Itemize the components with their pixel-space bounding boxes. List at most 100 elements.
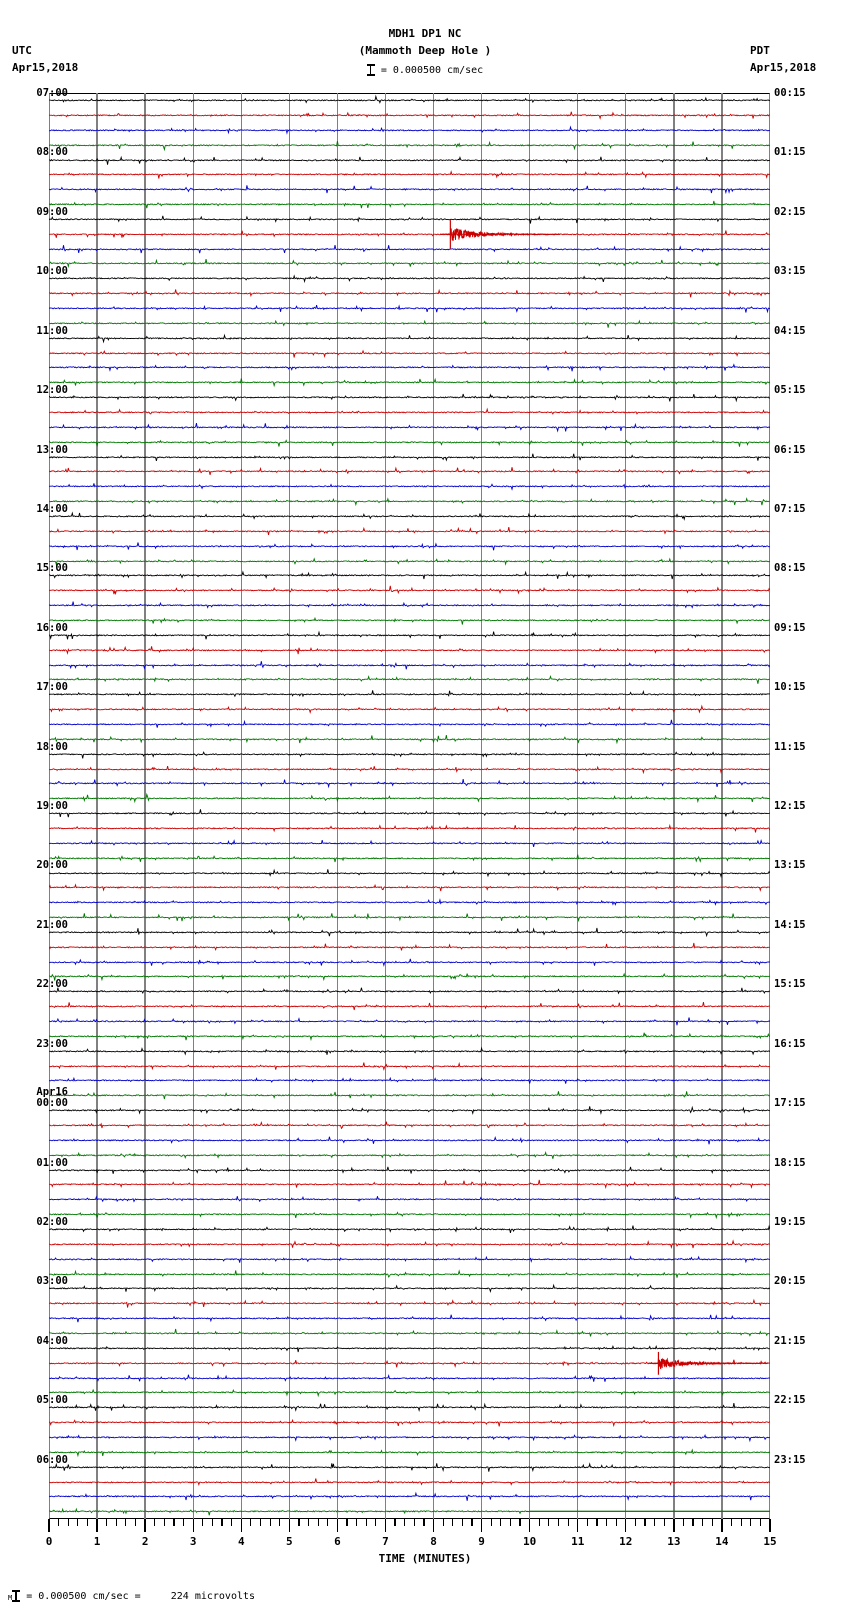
seismic-trace xyxy=(49,497,770,507)
trace-row xyxy=(49,776,770,791)
right-time-label: 23:15 xyxy=(774,1453,806,1466)
trace-row xyxy=(49,167,770,182)
seismic-trace xyxy=(49,793,770,804)
x-tick-minor xyxy=(259,1519,262,1526)
seismic-trace xyxy=(49,942,770,951)
x-tick-minor xyxy=(173,1519,175,1526)
trace-row xyxy=(49,1281,770,1296)
trace-row xyxy=(49,1133,770,1148)
trace-row xyxy=(49,1192,770,1207)
x-tick-major-15 xyxy=(769,1519,771,1532)
right-time-label: 00:15 xyxy=(774,87,806,99)
trace-row xyxy=(49,806,770,821)
seismic-trace xyxy=(49,1211,770,1220)
x-tick-minor xyxy=(307,1519,310,1526)
seismic-trace xyxy=(49,660,770,670)
seismic-trace xyxy=(49,453,770,462)
seismic-trace xyxy=(49,1239,770,1249)
seismic-trace xyxy=(49,1255,770,1263)
x-tick-minor xyxy=(77,1519,79,1526)
trace-row xyxy=(49,152,770,167)
trace-row xyxy=(49,687,770,702)
trace-row xyxy=(49,450,770,465)
left-time-label: 15:00 xyxy=(36,562,68,575)
footer-scale-bar-icon xyxy=(12,1589,21,1601)
left-time-label: 13:00 xyxy=(36,443,68,456)
right-time-label: 08:15 xyxy=(774,562,806,575)
trace-row xyxy=(49,1400,770,1415)
trace-row xyxy=(49,286,770,301)
seismic-trace xyxy=(49,1120,770,1130)
x-tick-minor xyxy=(413,1519,415,1526)
seismic-trace xyxy=(49,1002,770,1011)
trace-row xyxy=(49,1207,770,1222)
seismic-trace xyxy=(49,645,770,655)
left-time-label: 06:00 xyxy=(36,1453,68,1466)
seismic-trace xyxy=(49,927,770,938)
seismic-trace xyxy=(49,466,770,476)
trace-row xyxy=(49,1460,770,1475)
x-tick-minor xyxy=(125,1519,127,1526)
right-time-label: 21:15 xyxy=(774,1334,806,1347)
seismic-trace xyxy=(49,1195,770,1203)
gridline-minute-7 xyxy=(384,93,387,1519)
trace-row xyxy=(49,940,770,955)
x-tick-minor xyxy=(740,1519,742,1526)
gridline-minute-13 xyxy=(673,93,675,1519)
seismic-trace xyxy=(49,1477,770,1486)
earthquake-event xyxy=(440,227,561,241)
seismic-trace xyxy=(49,1105,770,1116)
trace-row xyxy=(49,1326,770,1341)
trace-row xyxy=(49,405,770,420)
left-time-label: 01:00 xyxy=(36,1156,68,1169)
x-tick-minor xyxy=(356,1519,358,1526)
left-time-label: 14:00 xyxy=(36,502,68,515)
trace-row xyxy=(49,242,770,257)
x-tick-major-13 xyxy=(673,1519,675,1532)
x-tick-minor xyxy=(682,1519,685,1526)
x-tick-minor xyxy=(67,1519,69,1526)
trace-row xyxy=(49,1237,770,1252)
trace-row xyxy=(49,435,770,450)
seismic-trace xyxy=(49,1433,770,1443)
trace-row xyxy=(49,1088,770,1103)
trace-row xyxy=(49,256,770,271)
x-tick-major-8 xyxy=(432,1519,435,1532)
trace-row xyxy=(49,420,770,435)
utc-timezone-label: UTC xyxy=(12,44,32,57)
x-tick-minor xyxy=(211,1519,213,1526)
x-axis-label-5: 5 xyxy=(286,1535,293,1548)
seismic-trace xyxy=(49,868,770,878)
seismic-trace xyxy=(49,779,770,789)
gridline-minute-8 xyxy=(432,93,435,1519)
x-tick-minor xyxy=(134,1519,137,1526)
amplitude-scale-note: = 0.000500 cm/sec xyxy=(0,63,850,76)
trace-canvas xyxy=(49,93,770,1519)
right-time-label: 17:15 xyxy=(774,1097,806,1110)
trace-row xyxy=(49,732,770,747)
trace-row xyxy=(49,1014,770,1029)
trace-row xyxy=(49,761,770,776)
seismic-trace xyxy=(49,94,770,104)
seismic-trace xyxy=(49,1328,770,1337)
right-time-label: 12:15 xyxy=(774,800,806,812)
trace-row xyxy=(49,1177,770,1192)
right-time-label: 04:15 xyxy=(774,324,806,337)
x-tick-minor xyxy=(365,1519,367,1526)
x-tick-minor xyxy=(509,1519,512,1526)
seismic-trace xyxy=(49,1491,770,1502)
x-axis-ticks xyxy=(48,1519,771,1533)
seismic-trace xyxy=(49,1402,770,1413)
seismic-trace xyxy=(49,244,770,253)
x-tick-minor xyxy=(154,1519,156,1526)
x-tick-minor xyxy=(231,1519,233,1526)
station-code-title: MDH1 DP1 NC xyxy=(388,27,462,40)
x-tick-minor xyxy=(596,1519,598,1526)
trace-row xyxy=(49,821,770,836)
trace-row xyxy=(49,1118,770,1133)
seismic-trace xyxy=(49,883,770,893)
trace-row xyxy=(49,955,770,970)
x-axis-label-13: 13 xyxy=(667,1535,681,1548)
right-time-label: 09:15 xyxy=(774,621,806,634)
